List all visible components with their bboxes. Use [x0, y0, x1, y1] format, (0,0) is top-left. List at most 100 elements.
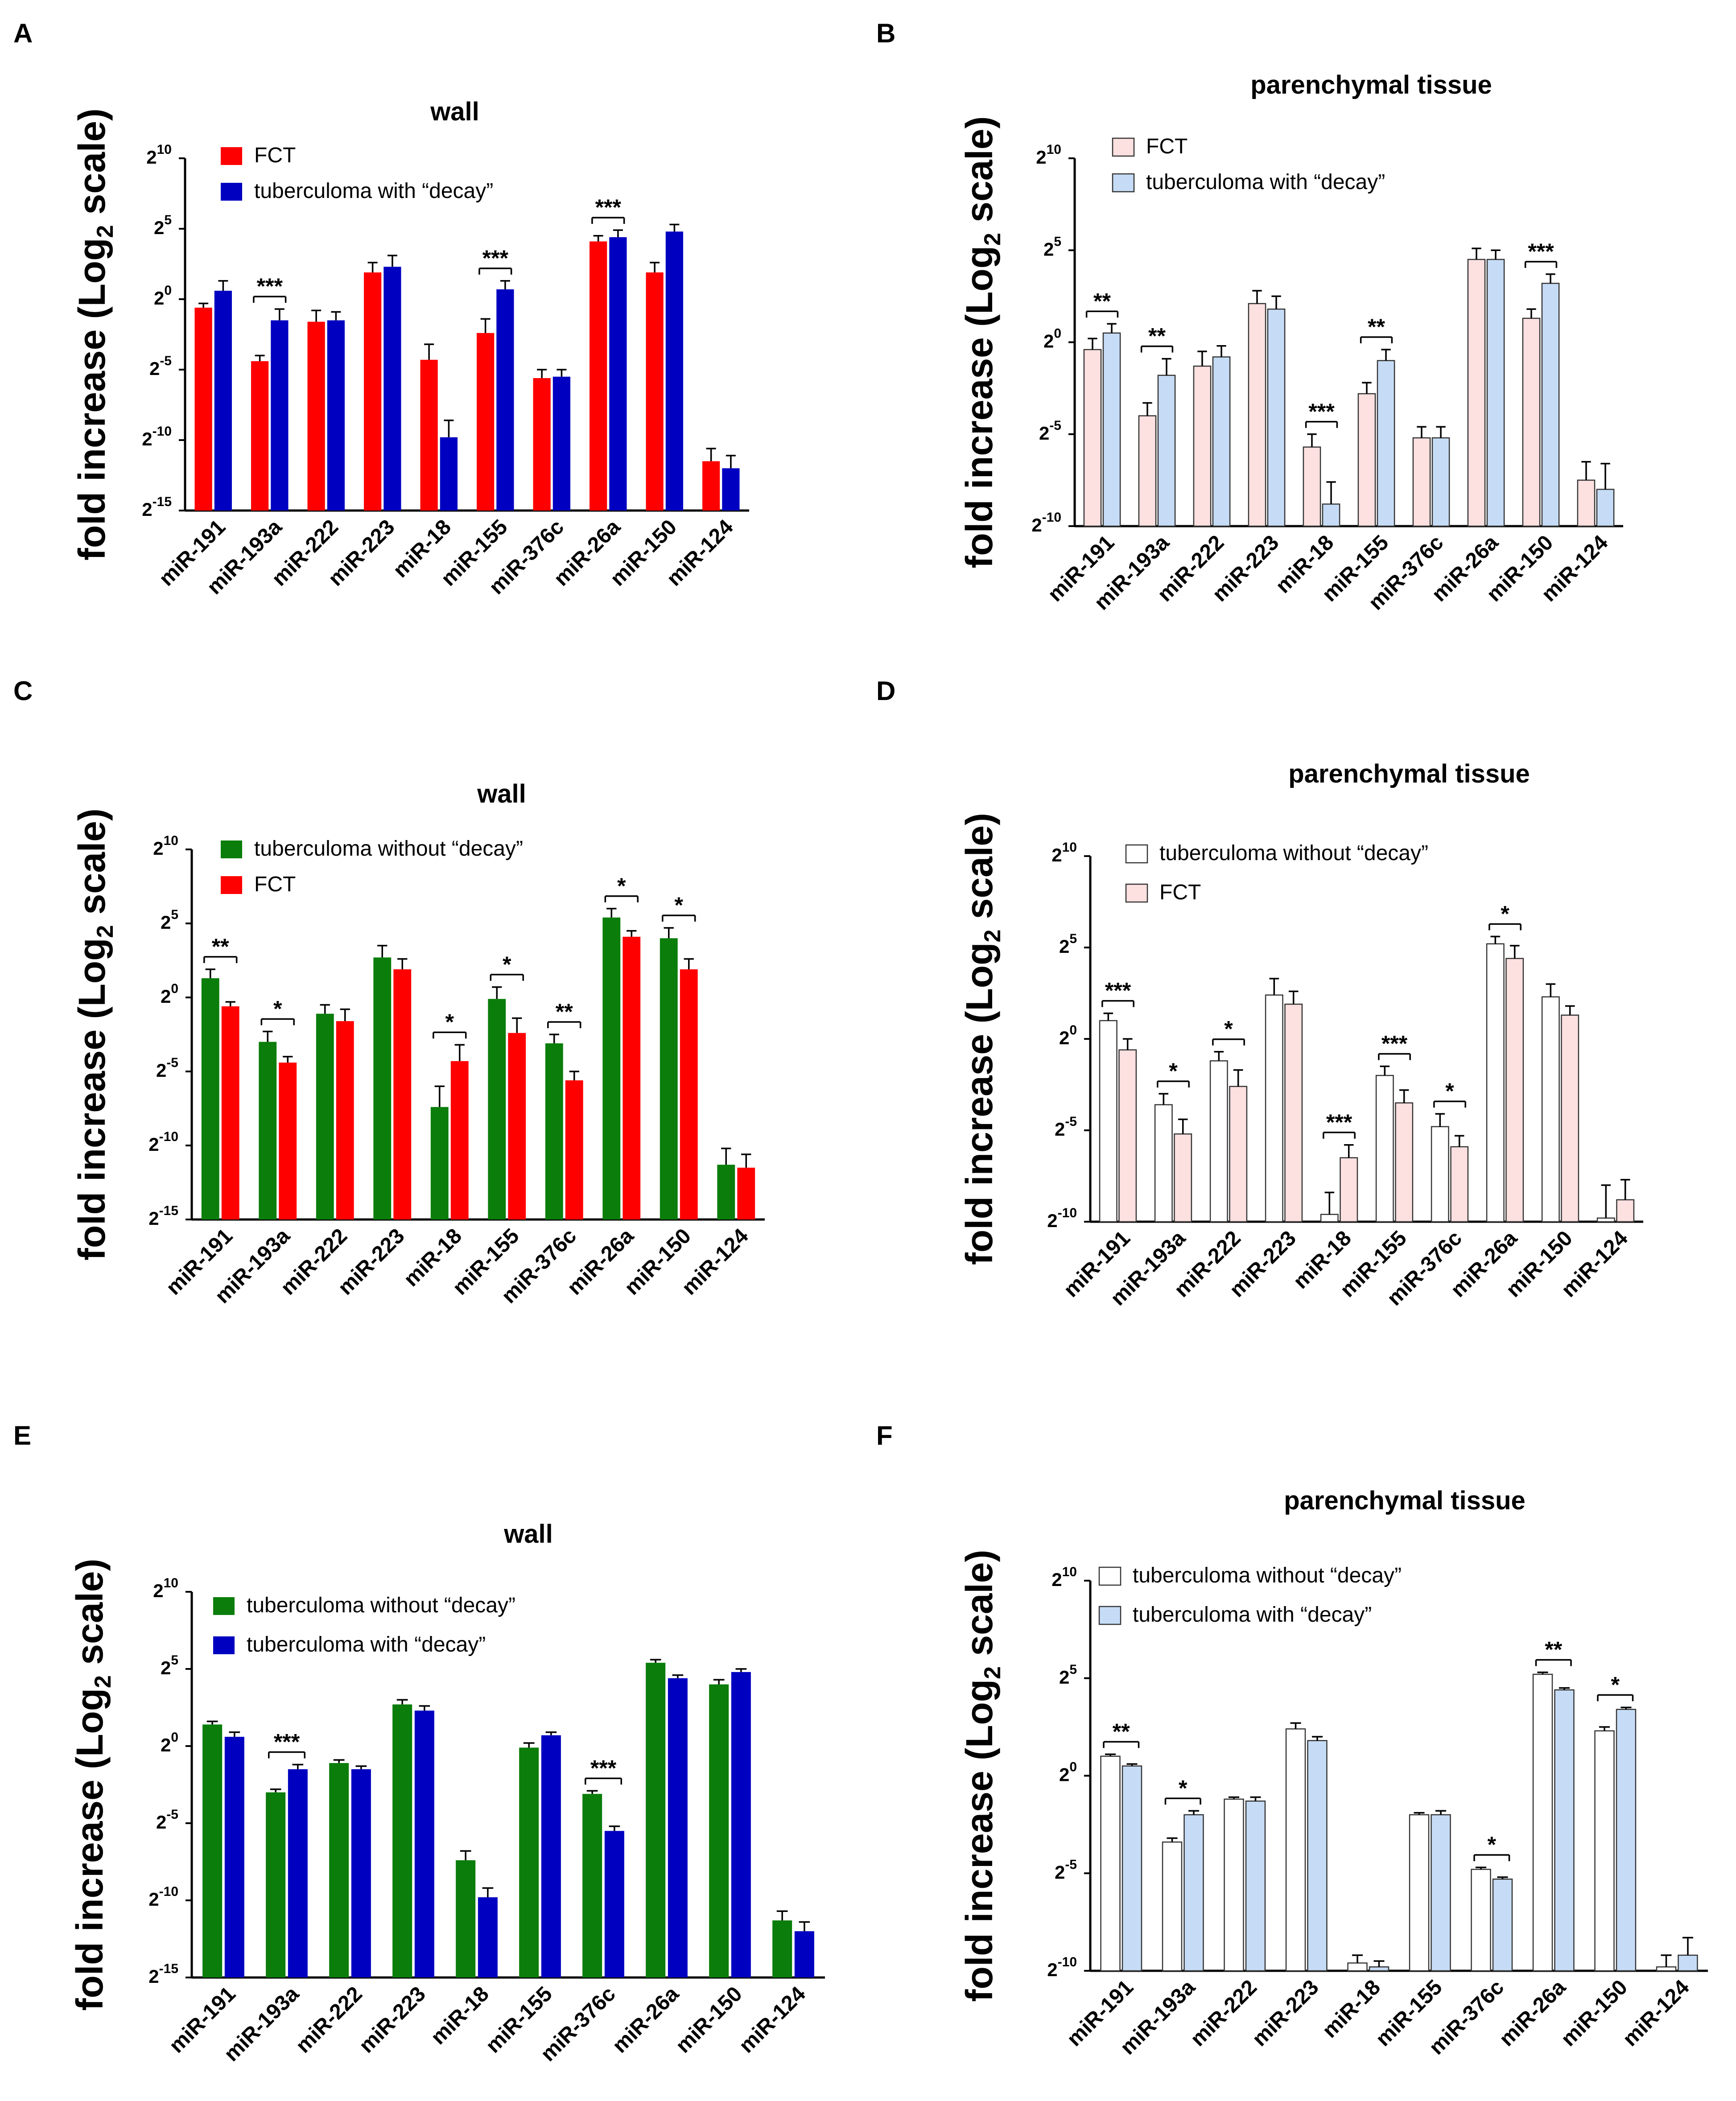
bar-B-s0-1 — [1138, 415, 1157, 527]
bar-D-s0-7 — [1486, 943, 1505, 1223]
y-axis-label: fold increase (Log2 scale) — [69, 1559, 116, 2011]
significance-label: *** — [1528, 239, 1554, 264]
y-tick-label: 2-15 — [142, 494, 172, 520]
y-tick-label: 25 — [1059, 931, 1077, 957]
significance-label: * — [617, 873, 626, 898]
bar-D-s0-8 — [1541, 996, 1560, 1223]
bar-E-s0-7 — [646, 1663, 666, 1977]
bar-D-s1-2 — [1229, 1086, 1248, 1223]
legend-swatch — [221, 147, 242, 165]
x-tick-label: miR-124 — [1618, 1975, 1694, 2051]
bar-F-s0-7 — [1532, 1673, 1553, 1972]
significance-label: * — [1611, 1672, 1620, 1697]
y-tick-label: 2-10 — [148, 1884, 178, 1910]
bar-C-s1-3 — [393, 969, 412, 1219]
y-tick-label: 210 — [1036, 142, 1061, 168]
bar-B-s1-9 — [1596, 489, 1615, 527]
significance-label: * — [445, 1009, 454, 1034]
bar-A-s0-1 — [251, 361, 269, 511]
bar-D-s1-6 — [1450, 1146, 1469, 1223]
bar-F-s0-0 — [1100, 1755, 1121, 1972]
y-tick-label: 20 — [1043, 326, 1061, 352]
bar-B-s0-6 — [1412, 437, 1431, 527]
chart-title: wall — [430, 97, 479, 126]
legend-label: FCT — [1159, 881, 1201, 904]
bar-F-s1-0 — [1122, 1765, 1142, 1972]
legend-label: tuberculoma without “decay” — [1133, 1564, 1402, 1587]
legend-swatch — [1098, 1606, 1122, 1625]
bar-A-s1-9 — [722, 468, 740, 511]
bar-A-s0-2 — [307, 321, 325, 511]
bar-D-s0-1 — [1154, 1104, 1173, 1223]
bar-F-s1-8 — [1616, 1709, 1637, 1972]
bar-E-s1-2 — [351, 1769, 371, 1977]
panel-letter: C — [13, 676, 33, 706]
x-tick-label: miR-26a — [1495, 1975, 1571, 2051]
bar-A-s1-1 — [271, 320, 289, 511]
bar-D-s0-9 — [1596, 1217, 1615, 1223]
legend-swatch — [213, 1597, 235, 1615]
significance-label: * — [1224, 1017, 1233, 1042]
bar-D-s0-5 — [1375, 1075, 1394, 1223]
legend-label: tuberculoma without “decay” — [1159, 841, 1428, 865]
bar-E-s0-8 — [709, 1684, 729, 1977]
bar-C-s1-4 — [450, 1061, 469, 1219]
y-tick-label: 2-10 — [1031, 510, 1061, 536]
bar-A-s0-7 — [590, 241, 607, 511]
chart-title: wall — [503, 1520, 553, 1549]
bar-C-s1-6 — [565, 1080, 583, 1219]
bar-D-s1-3 — [1284, 1003, 1303, 1223]
significance-label: ** — [212, 934, 229, 959]
significance-label: * — [503, 952, 511, 977]
bar-F-s1-6 — [1492, 1879, 1513, 1972]
panel-letter: A — [13, 18, 33, 48]
bar-A-s0-4 — [420, 359, 438, 511]
significance-label: * — [273, 996, 282, 1021]
significance-label: *** — [1308, 399, 1335, 424]
y-tick-label: 2-10 — [142, 424, 172, 449]
bar-B-s0-4 — [1303, 446, 1321, 527]
legend-swatch — [1112, 137, 1135, 157]
legend-label: tuberculoma without “decay” — [247, 1594, 515, 1617]
x-tick-label: miR-150 — [1556, 1975, 1632, 2051]
bar-C-s1-1 — [279, 1063, 297, 1219]
bar-E-s0-2 — [329, 1763, 349, 1977]
bar-A-s1-0 — [214, 291, 232, 511]
legend-swatch — [221, 840, 242, 858]
significance-label: *** — [1105, 978, 1131, 1003]
bar-A-s0-8 — [646, 272, 664, 511]
bar-F-s1-4 — [1369, 1966, 1390, 1972]
significance-label: *** — [590, 1755, 617, 1780]
y-tick-label: 210 — [153, 833, 178, 859]
bar-C-s0-2 — [316, 1013, 334, 1219]
x-tick-label: miR-223 — [1248, 1975, 1324, 2051]
y-tick-label: 25 — [161, 907, 178, 933]
legend-label: tuberculoma without “decay” — [254, 837, 523, 861]
bar-C-s0-6 — [545, 1043, 563, 1219]
y-tick-label: 2-5 — [1039, 418, 1061, 444]
bar-E-s0-3 — [392, 1704, 412, 1977]
panel-letter: B — [876, 18, 895, 48]
bar-B-s0-0 — [1083, 349, 1102, 527]
bar-F-s1-2 — [1245, 1800, 1266, 1972]
bar-C-s1-2 — [336, 1021, 354, 1219]
panel-letter: E — [13, 1421, 31, 1450]
bar-D-s1-4 — [1340, 1157, 1358, 1223]
significance-label: ** — [1545, 1637, 1562, 1662]
bar-A-s0-6 — [533, 378, 551, 511]
y-tick-label: 2-5 — [156, 1055, 178, 1081]
bar-E-s1-9 — [794, 1931, 814, 1977]
bar-E-s1-3 — [414, 1710, 434, 1977]
bar-F-s1-5 — [1431, 1814, 1451, 1972]
bar-F-s0-5 — [1409, 1814, 1430, 1972]
bar-C-s1-7 — [623, 936, 641, 1219]
y-tick-label: 210 — [1051, 1565, 1077, 1590]
significance-label: *** — [482, 246, 509, 271]
y-axis-label: fold increase (Log2 scale) — [71, 108, 118, 560]
bar-A-s1-7 — [609, 237, 627, 511]
bar-E-s0-1 — [266, 1792, 286, 1977]
bar-B-s1-1 — [1157, 375, 1176, 527]
